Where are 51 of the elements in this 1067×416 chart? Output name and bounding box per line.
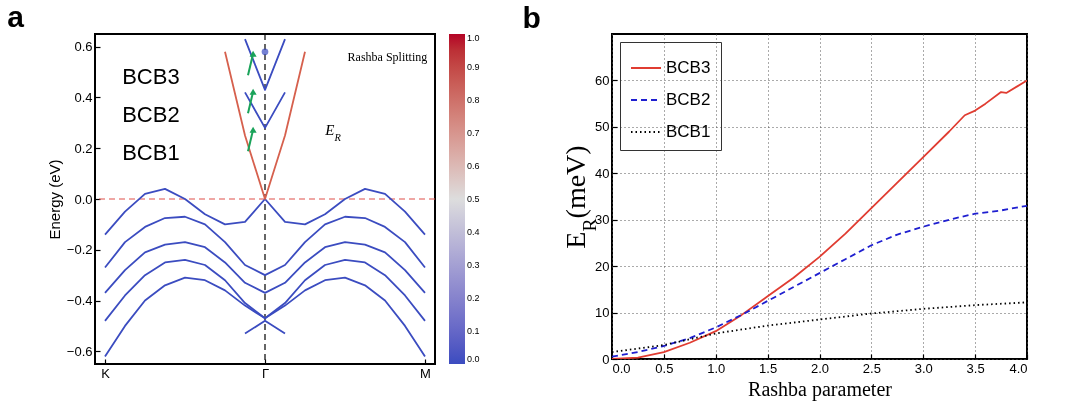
y-tick-label: 50: [595, 119, 610, 135]
y-tick-label: 0.2: [74, 140, 93, 156]
legend-label: BCB2: [666, 90, 711, 109]
color-bar-label: 0.8: [467, 95, 480, 105]
x-tick-label: 1.5: [759, 360, 778, 376]
y-tick-label: −0.4: [66, 293, 93, 309]
annotation: BCB1: [122, 139, 180, 165]
x-tick-label: 0.0: [612, 360, 631, 376]
line-series: [104, 215, 426, 277]
x-tick-label: K: [101, 365, 111, 381]
annotation: E$_{R}$: [324, 121, 342, 143]
color-bar-label: 0.1: [467, 326, 480, 336]
color-bar-label: 0.6: [467, 161, 480, 171]
legend-label: BCB1: [666, 122, 711, 141]
y-tick-label: −0.6: [66, 343, 93, 359]
color-bar-label: 0.4: [467, 227, 480, 237]
x-tick-label: 3.5: [966, 360, 985, 376]
line-series: [104, 187, 426, 236]
y-tick-label: 0.0: [74, 191, 93, 207]
color-bar-label: 1.0: [467, 33, 480, 43]
x-tick-label: 1.0: [707, 360, 726, 376]
y-axis-title: Energy (eV): [45, 159, 63, 240]
chart-title: b: [522, 1, 541, 34]
x-tick-label: 0.5: [655, 360, 674, 376]
x-tick-label: 2.5: [862, 360, 881, 376]
annotation: Rashba Splitting: [347, 50, 428, 65]
y-tick-label: 40: [595, 165, 610, 181]
annotation: BCB2: [122, 101, 180, 127]
color-bar-label: 0.7: [467, 128, 480, 138]
y-tick-label: 10: [595, 305, 610, 321]
color-bar-label: 0.3: [467, 260, 480, 270]
line-series: [104, 241, 426, 294]
color-bar-label: 0.5: [467, 194, 480, 204]
y-tick-label: 30: [595, 212, 610, 228]
y-tick-label: 0.4: [74, 89, 93, 105]
y-tick-label: −0.2: [66, 242, 93, 258]
y-tick-label: 0.6: [74, 39, 93, 55]
y-tick-label: 20: [595, 258, 610, 274]
legend-label: BCB3: [666, 58, 711, 77]
x-tick-label: 2.0: [810, 360, 830, 376]
color-bar-label: 0.2: [467, 293, 480, 303]
chart-title: a: [7, 0, 25, 34]
x-tick-label: Γ: [261, 365, 270, 381]
y-tick-label: 0: [602, 351, 610, 367]
x-axis-title: Rashba parameter: [748, 377, 893, 401]
x-tick-label: M: [420, 365, 431, 381]
y-tick-label: 60: [595, 72, 610, 88]
annotation: BCB3: [122, 63, 180, 89]
x-tick-label: 4.0: [1009, 360, 1028, 376]
x-tick-label: 3.0: [914, 360, 933, 376]
color-bar-label: 0.9: [467, 62, 480, 72]
